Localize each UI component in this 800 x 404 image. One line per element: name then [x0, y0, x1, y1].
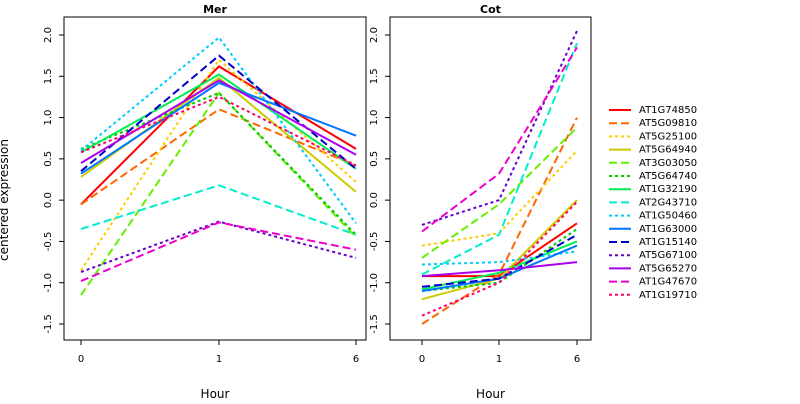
series-line-at1g47670 — [421, 46, 578, 233]
series-line-at5g09810 — [421, 117, 578, 325]
panel-mer: Mer -1.5 -1.0 -0.5 0.0 0.5 1.0 1.5 2.0 0 1 6 Hour — [43, 3, 367, 401]
y-tick-label: -1.0 — [369, 273, 380, 293]
panel-title: Cot — [480, 3, 501, 16]
series-line-at1g15140 — [421, 233, 578, 288]
legend-label: AT5G25100 — [639, 131, 697, 142]
plot-frame — [389, 16, 592, 341]
legend-label: AT1G15140 — [639, 237, 697, 248]
series-line-at3g03050 — [421, 126, 578, 259]
x-tick-label: 0 — [78, 354, 84, 365]
y-tick-label: 0.5 — [43, 151, 54, 167]
y-tick-label: 0.5 — [369, 151, 380, 167]
series-line-at5g65270 — [421, 261, 578, 278]
series-line-at3g03050 — [80, 91, 357, 296]
legend-label: AT5G64740 — [639, 171, 697, 182]
x-axis-label: Hour — [476, 387, 505, 400]
y-tick-label: -1.0 — [43, 273, 54, 293]
series-line-at1g50460 — [421, 250, 578, 266]
series-line-at1g15140 — [80, 54, 357, 172]
legend-label: AT2G43710 — [639, 197, 697, 208]
series-line-at2g43710 — [421, 42, 578, 276]
series-line-at1g47670 — [80, 221, 357, 283]
legend-label: AT1G19710 — [639, 290, 697, 301]
x-tick-label: 1 — [216, 354, 222, 365]
series-line-at5g09810 — [80, 108, 357, 206]
legend-label: AT3G03050 — [639, 158, 697, 169]
y-axis-label: centered expression — [0, 139, 11, 261]
series-line-at5g64740 — [421, 228, 578, 292]
series-line-at1g63000 — [80, 81, 357, 175]
series-line-at1g74850 — [80, 65, 357, 206]
panel-title: Mer — [203, 3, 227, 16]
series-line-at5g25100 — [421, 149, 578, 247]
series-line-at1g19710 — [80, 95, 357, 167]
y-tick-label: 1.0 — [369, 110, 380, 126]
y-tick-label: 1.0 — [43, 110, 54, 126]
x-tick-label: 6 — [353, 354, 359, 365]
legend-label: AT1G47670 — [639, 277, 697, 288]
x-tick-label: 6 — [574, 354, 580, 365]
y-tick-label: -0.5 — [43, 232, 54, 252]
series-line-at1g50460 — [80, 36, 357, 224]
x-tick-label: 1 — [496, 354, 502, 365]
series-line-at5g65270 — [80, 79, 357, 164]
legend-label: AT1G32190 — [639, 184, 697, 195]
series-line-at1g19710 — [421, 201, 578, 317]
y-tick-label: 2.0 — [369, 27, 380, 43]
y-tick-label: -1.5 — [369, 314, 380, 334]
legend-label: AT5G09810 — [639, 118, 697, 129]
panel-cot: Cot -1.5 -1.0 -0.5 0.0 0.5 1.0 1.5 2.0 0 1 6 Hour — [369, 3, 592, 401]
y-tick-label: -0.5 — [369, 232, 380, 252]
series-line-at1g32190 — [80, 73, 357, 170]
y-tick-label: 0.0 — [369, 192, 380, 208]
y-tick-label: 1.5 — [43, 68, 54, 84]
legend-label: AT1G74850 — [639, 105, 697, 116]
plot-frame — [63, 16, 367, 341]
y-tick-label: 1.5 — [369, 68, 380, 84]
legend-label: AT1G50460 — [639, 211, 697, 222]
legend-label: AT1G63000 — [639, 224, 697, 235]
series-line-at5g67100 — [421, 30, 578, 226]
series-line-at5g25100 — [80, 58, 357, 271]
legend-label: AT5G67100 — [639, 250, 697, 261]
legend: AT1G74850 AT5G09810 AT5G25100 AT5G64940 AT3G… — [609, 105, 697, 301]
series-line-at2g43710 — [80, 184, 357, 236]
legend-label: AT5G65270 — [639, 263, 697, 274]
x-axis-label: Hour — [201, 387, 230, 400]
series-line-at1g74850 — [422, 222, 578, 278]
x-tick-label: 0 — [419, 354, 425, 365]
series-line-at5g64740 — [80, 91, 357, 236]
y-tick-label: 2.0 — [43, 27, 54, 43]
y-tick-label: 0.0 — [43, 192, 54, 208]
legend-label: AT5G64940 — [639, 145, 697, 156]
y-tick-label: -1.5 — [43, 314, 54, 334]
